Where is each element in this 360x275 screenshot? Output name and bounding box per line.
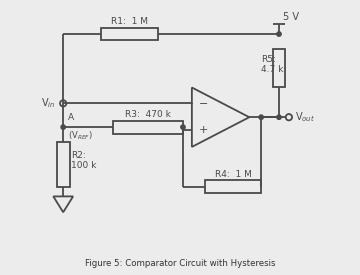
Text: R3:  470 k: R3: 470 k (125, 110, 171, 119)
Circle shape (181, 125, 185, 129)
Text: R2:
100 k: R2: 100 k (71, 151, 96, 170)
Text: R1:  1 M: R1: 1 M (111, 17, 148, 26)
Text: 5 V: 5 V (283, 12, 299, 22)
Text: Figure 5: Comparator Circuit with Hysteresis: Figure 5: Comparator Circuit with Hyster… (85, 259, 275, 268)
Text: V$_{out}$: V$_{out}$ (295, 110, 315, 124)
Text: A: A (68, 113, 74, 122)
Text: V$_{in}$: V$_{in}$ (41, 97, 55, 110)
Circle shape (277, 32, 281, 36)
Circle shape (259, 115, 264, 119)
Text: R4:  1 M: R4: 1 M (215, 170, 251, 178)
Bar (273, 50, 285, 87)
Circle shape (61, 125, 66, 129)
Text: +: + (199, 125, 208, 135)
Bar (205, 180, 261, 193)
Bar (57, 142, 69, 186)
Bar (101, 28, 158, 40)
Text: (V$_{REF}$): (V$_{REF}$) (68, 129, 93, 142)
Text: R5:
4.7 k: R5: 4.7 k (261, 54, 284, 74)
Text: −: − (199, 99, 208, 109)
Circle shape (277, 115, 281, 119)
Bar (113, 121, 183, 134)
